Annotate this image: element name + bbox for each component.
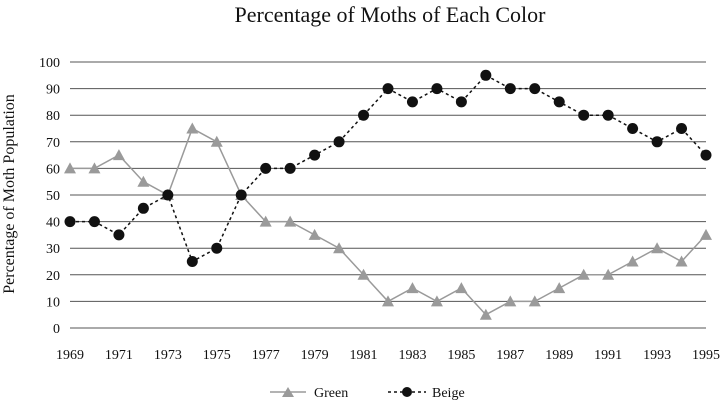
data-point-green bbox=[259, 215, 272, 227]
data-point-beige bbox=[333, 136, 345, 148]
data-point-beige bbox=[455, 96, 467, 108]
data-point-beige bbox=[235, 189, 247, 201]
data-point-beige bbox=[529, 83, 541, 95]
data-point-beige bbox=[480, 69, 492, 81]
data-point-green bbox=[406, 282, 419, 294]
x-tick-label: 1971 bbox=[105, 348, 133, 363]
data-point-green bbox=[651, 242, 664, 254]
y-tick-label: 30 bbox=[46, 242, 60, 257]
data-point-green bbox=[626, 255, 639, 267]
data-point-green bbox=[430, 295, 443, 307]
data-point-beige bbox=[211, 242, 223, 254]
data-point-green bbox=[504, 295, 517, 307]
y-tick-label: 50 bbox=[46, 189, 60, 204]
data-point-beige bbox=[627, 123, 639, 134]
data-point-green bbox=[88, 162, 101, 174]
y-axis-label: Percentage of Moth Population bbox=[1, 94, 18, 294]
data-point-beige bbox=[504, 83, 516, 95]
data-point-beige bbox=[113, 229, 125, 241]
data-point-beige bbox=[309, 149, 321, 161]
x-tick-label: 1983 bbox=[398, 348, 426, 363]
y-tick-label: 90 bbox=[46, 83, 60, 98]
data-point-beige bbox=[382, 83, 394, 95]
data-point-green bbox=[112, 149, 125, 161]
x-tick-label: 1979 bbox=[301, 348, 329, 363]
x-tick-label: 1989 bbox=[545, 348, 573, 363]
data-point-green bbox=[357, 268, 370, 280]
gridlines bbox=[70, 61, 706, 329]
chart-title: Percentage of Moths of Each Color bbox=[235, 2, 547, 27]
data-point-beige bbox=[553, 96, 565, 108]
data-point-green bbox=[455, 282, 468, 294]
x-tick-label: 1969 bbox=[56, 348, 84, 363]
legend-beige-label: Beige bbox=[432, 386, 465, 401]
data-point-green bbox=[479, 308, 492, 320]
data-point-green bbox=[64, 162, 76, 174]
x-tick-labels: 1969 1971 1973 1975 1977 1979 1981 1983 1985 1987… bbox=[56, 348, 720, 363]
data-point-green bbox=[186, 122, 199, 134]
x-tick-label: 1985 bbox=[447, 348, 475, 363]
legend-green-label: Green bbox=[314, 386, 348, 401]
data-point-beige bbox=[284, 162, 296, 174]
legend: Green Beige bbox=[270, 386, 465, 401]
data-point-beige bbox=[602, 109, 614, 121]
y-tick-labels: 0 10 20 30 40 50 60 70 80 90 100 bbox=[39, 56, 60, 337]
data-point-green bbox=[333, 242, 346, 254]
data-point-green bbox=[284, 215, 297, 227]
x-tick-label: 1981 bbox=[350, 348, 378, 363]
x-tick-label: 1995 bbox=[692, 348, 720, 363]
y-tick-label: 70 bbox=[46, 136, 60, 151]
data-point-beige bbox=[88, 216, 100, 228]
data-point-green bbox=[602, 268, 615, 280]
data-point-green bbox=[700, 228, 712, 240]
legend-beige-marker bbox=[402, 387, 412, 397]
data-point-beige bbox=[64, 216, 76, 228]
data-point-green bbox=[308, 228, 321, 240]
data-point-beige bbox=[162, 189, 174, 201]
y-tick-label: 80 bbox=[46, 109, 60, 124]
y-tick-label: 60 bbox=[46, 162, 60, 177]
series-beige bbox=[64, 69, 712, 267]
data-point-green bbox=[210, 135, 223, 147]
y-tick-label: 100 bbox=[39, 56, 60, 71]
data-point-beige bbox=[700, 149, 712, 161]
y-tick-label: 0 bbox=[53, 322, 60, 337]
data-point-beige bbox=[137, 202, 149, 214]
series-green bbox=[64, 122, 712, 320]
x-tick-label: 1991 bbox=[594, 348, 622, 363]
series-group bbox=[64, 69, 712, 320]
x-tick-label: 1973 bbox=[154, 348, 182, 363]
data-point-green bbox=[553, 282, 566, 294]
legend-green-marker bbox=[282, 387, 294, 397]
data-point-beige bbox=[358, 109, 370, 121]
y-tick-label: 20 bbox=[46, 269, 60, 284]
x-tick-label: 1975 bbox=[203, 348, 231, 363]
data-point-beige bbox=[431, 83, 443, 95]
data-point-green bbox=[528, 295, 541, 307]
data-point-beige bbox=[186, 256, 198, 267]
data-point-green bbox=[382, 295, 394, 307]
data-point-beige bbox=[260, 162, 272, 174]
data-point-green bbox=[137, 175, 150, 187]
data-point-beige bbox=[676, 123, 688, 134]
x-tick-label: 1993 bbox=[643, 348, 671, 363]
data-point-beige bbox=[406, 96, 418, 108]
y-tick-label: 10 bbox=[46, 295, 60, 310]
y-tick-label: 40 bbox=[46, 216, 60, 231]
x-tick-label: 1977 bbox=[252, 348, 280, 363]
data-point-beige bbox=[651, 136, 663, 148]
data-point-beige bbox=[578, 109, 590, 121]
x-tick-label: 1987 bbox=[496, 348, 524, 363]
data-point-green bbox=[675, 255, 688, 267]
data-point-green bbox=[577, 268, 590, 280]
